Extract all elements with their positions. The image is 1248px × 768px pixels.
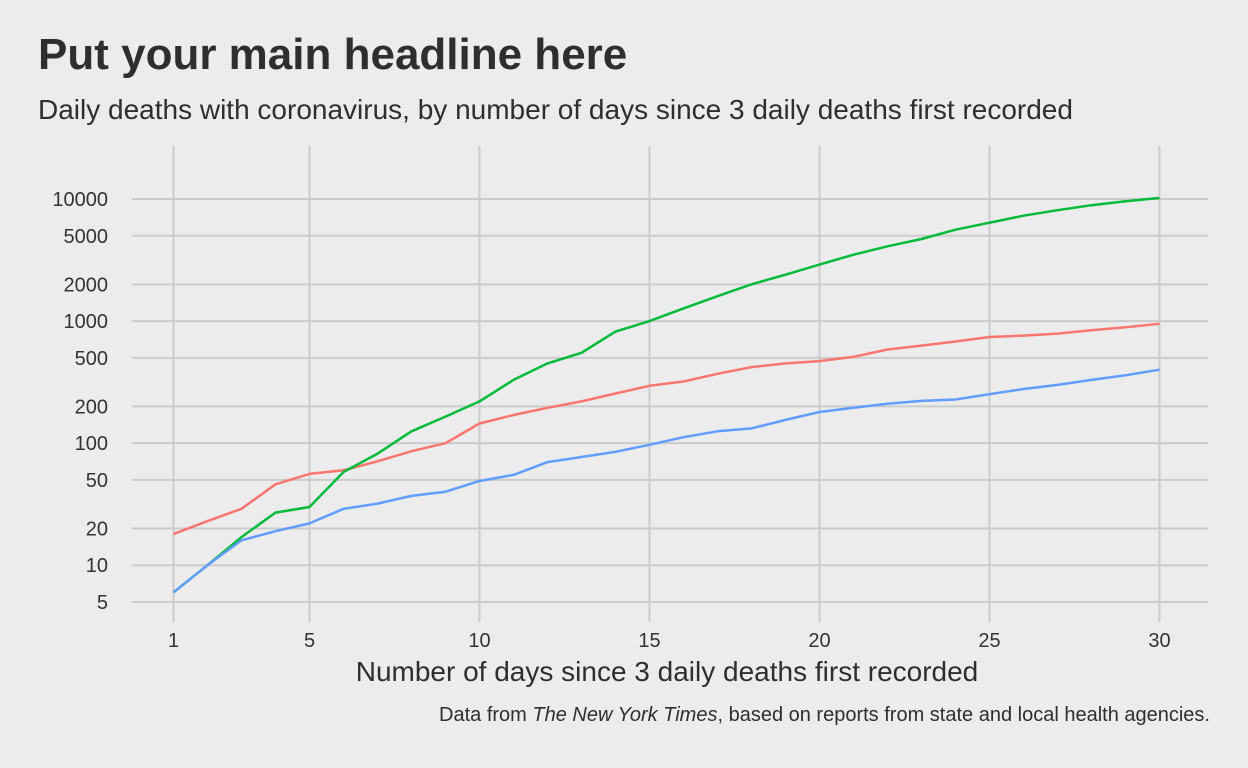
x-tick-label: 10: [468, 630, 490, 652]
y-axis-ticks: 5 10 20 50 100 200 500 1000 2000 5000 10000: [52, 189, 108, 614]
x-tick-label: 15: [638, 630, 660, 652]
x-axis-ticks: 1 5 10 15 20 25 30: [168, 630, 1171, 652]
x-tick-label: 25: [978, 630, 1000, 652]
x-tick-label: 1: [168, 630, 179, 652]
series-lines: [172, 196, 1160, 594]
y-tick-label: 5000: [64, 226, 109, 248]
series-line-2: [172, 196, 1160, 594]
chart-subtitle: Daily deaths with coronavirus, by number…: [38, 94, 1073, 125]
caption-prefix: Data from: [439, 704, 533, 726]
chart-title: Put your main headline here: [38, 30, 628, 79]
y-tick-label: 50: [86, 470, 108, 492]
y-tick-label: 2000: [64, 274, 109, 296]
y-tick-label: 20: [86, 518, 108, 540]
caption-source: The New York Times: [532, 704, 718, 726]
caption-suffix: , based on reports from state and local …: [717, 704, 1210, 726]
y-tick-label: 1000: [64, 311, 109, 333]
x-tick-label: 30: [1148, 630, 1170, 652]
gridlines: [132, 146, 1208, 622]
y-tick-label: 100: [75, 433, 108, 455]
x-tick-label: 20: [808, 630, 830, 652]
y-tick-label: 5: [97, 592, 108, 614]
x-tick-label: 5: [304, 630, 315, 652]
y-tick-label: 500: [75, 348, 108, 370]
source-caption: Data from The New York Times, based on r…: [439, 704, 1210, 727]
y-tick-label: 200: [75, 396, 108, 418]
x-axis-label: Number of days since 3 daily deaths firs…: [356, 656, 979, 687]
y-tick-label: 10000: [52, 189, 108, 211]
y-tick-label: 10: [86, 555, 108, 577]
series-line-1: [173, 322, 1160, 536]
series-line-3: [172, 368, 1160, 594]
